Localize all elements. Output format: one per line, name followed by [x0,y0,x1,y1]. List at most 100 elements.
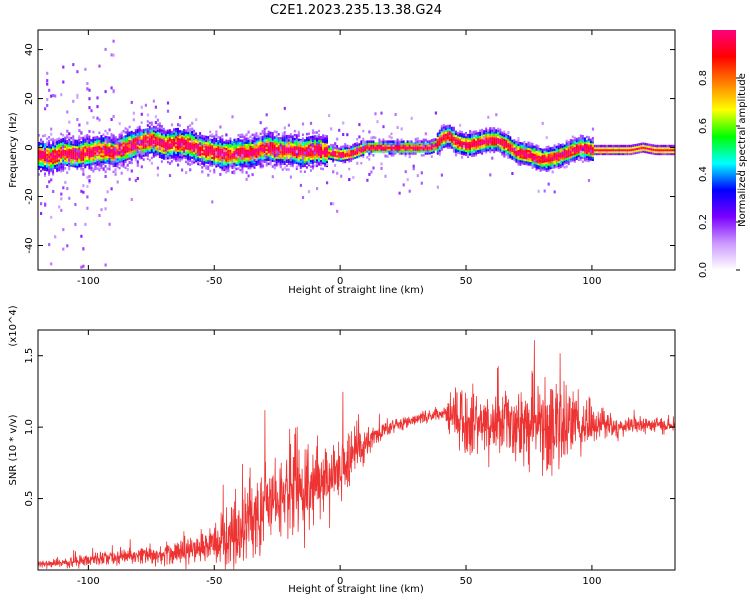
spectrogram-cell [454,136,457,139]
spectrogram-cell [303,143,306,146]
spectrogram-cell [44,164,46,168]
spectrogram-noise-cell [207,173,210,177]
spectrogram-cell [90,152,93,156]
spectrogram-cell [160,130,163,134]
spectrogram-cell [670,152,673,156]
spectrogram-cell [463,147,465,150]
spectrogram-cell [432,144,435,148]
spectrogram-cell [62,169,65,172]
spectrogram-cell [152,133,155,137]
spectrogram-cell [148,127,151,131]
spectrogram-cell [140,137,143,140]
spectrogram-cell [519,163,522,166]
spectrogram-cell [283,150,286,154]
spectrogram-cell [452,130,455,134]
spectrogram-cell [70,162,73,165]
spectrogram-cell [173,142,175,145]
spectrogram-cell [432,150,435,154]
spectrogram-cell [475,144,478,147]
spectrogram-cell [446,126,449,130]
spectrogram-cell [201,136,204,140]
spectrogram-cell [587,140,590,143]
spectrogram-cell [66,153,69,157]
spectrogram-cell [205,137,208,141]
spectrogram-cell [295,134,298,137]
spectrogram-cell [205,143,208,147]
spectrogram-cell [499,140,502,143]
spectrogram-cell [82,148,85,151]
spectrogram-cell [610,148,612,152]
spectrogram-cell [440,146,443,149]
spectrogram-cell [249,163,252,166]
spectrogram-cell [442,124,445,127]
spectrogram-cell [88,153,91,156]
spectrogram-cell [84,150,87,153]
spectrogram-cell [38,161,40,164]
spectrogram-cell [175,137,177,141]
spectrogram-cell [126,136,129,139]
spectrogram-cell [535,158,538,161]
spectrogram-cell [295,167,298,171]
spectrogram-cell [166,151,169,154]
spectrogram-cell [481,128,484,132]
spectrogram-cell [426,140,429,143]
spectrogram-cell [80,160,83,164]
spectrogram-cell [356,153,359,157]
spectrogram-cell [519,151,522,155]
spectrogram-cell [104,153,107,156]
spectrogram-cell [211,152,214,156]
spectrogram-cell [225,143,228,147]
spectrogram-cell [267,133,270,136]
spectrogram-cell [426,152,429,155]
spectrogram-cell [531,164,534,167]
spectrogram-cell [168,148,171,152]
spectrogram-cell [98,143,101,146]
spectrogram-cell [189,138,192,141]
spectrogram-noise-cell [491,156,494,160]
spectrogram-cell [261,157,264,160]
spectrogram-noise-cell [203,144,206,148]
spectrogram-cell [557,164,560,167]
spectrogram-cell [267,148,270,152]
spectrogram-cell [124,154,127,158]
spectrogram-cell [142,158,145,161]
spectrogram-cell [84,152,87,155]
spectrogram-cell [207,165,210,168]
spectrogram-cell [275,142,278,146]
spectrogram-cell [168,154,171,158]
spectrogram-cell [303,158,306,162]
spectrogram-cell [452,136,455,139]
spectrogram-noise-cell [309,121,313,125]
spectrogram-cell [551,146,554,150]
spectrogram-cell [406,142,409,145]
spectrogram-cell [362,139,365,143]
spectrogram-cell [446,124,449,128]
spectrogram-cell [501,137,504,140]
spectrogram-cell [446,138,449,141]
spectrogram-cell [473,130,476,134]
spectrogram-cell [320,163,322,166]
spectrogram-cell [259,162,262,165]
spectrogram-cell [561,164,564,168]
spectrogram-noise-cell [88,88,91,92]
spectrogram-noise-cell [263,127,266,131]
spectrogram-cell [108,160,111,163]
spectrogram-cell [322,158,324,161]
spectrogram-cell [593,150,596,154]
spectrogram-cell [114,144,117,148]
spectrogram-cell [332,144,335,147]
spectrogram-cell [40,154,42,157]
spectrogram-cell [118,139,121,142]
spectrogram-cell [440,138,443,141]
spectrogram-cell [450,138,453,141]
spectrogram-cell [48,149,51,153]
spectrogram-noise-cell [390,144,393,148]
spectrogram-noise-cell [382,125,385,129]
spectrogram-cell [90,156,93,160]
spectrogram-cell [332,152,335,155]
spectrogram-cell [247,157,250,160]
spectrogram-cell [219,158,222,161]
spectrogram-cell [118,166,121,170]
spectrogram-cell [241,141,244,144]
spectrogram-cell [414,148,417,151]
